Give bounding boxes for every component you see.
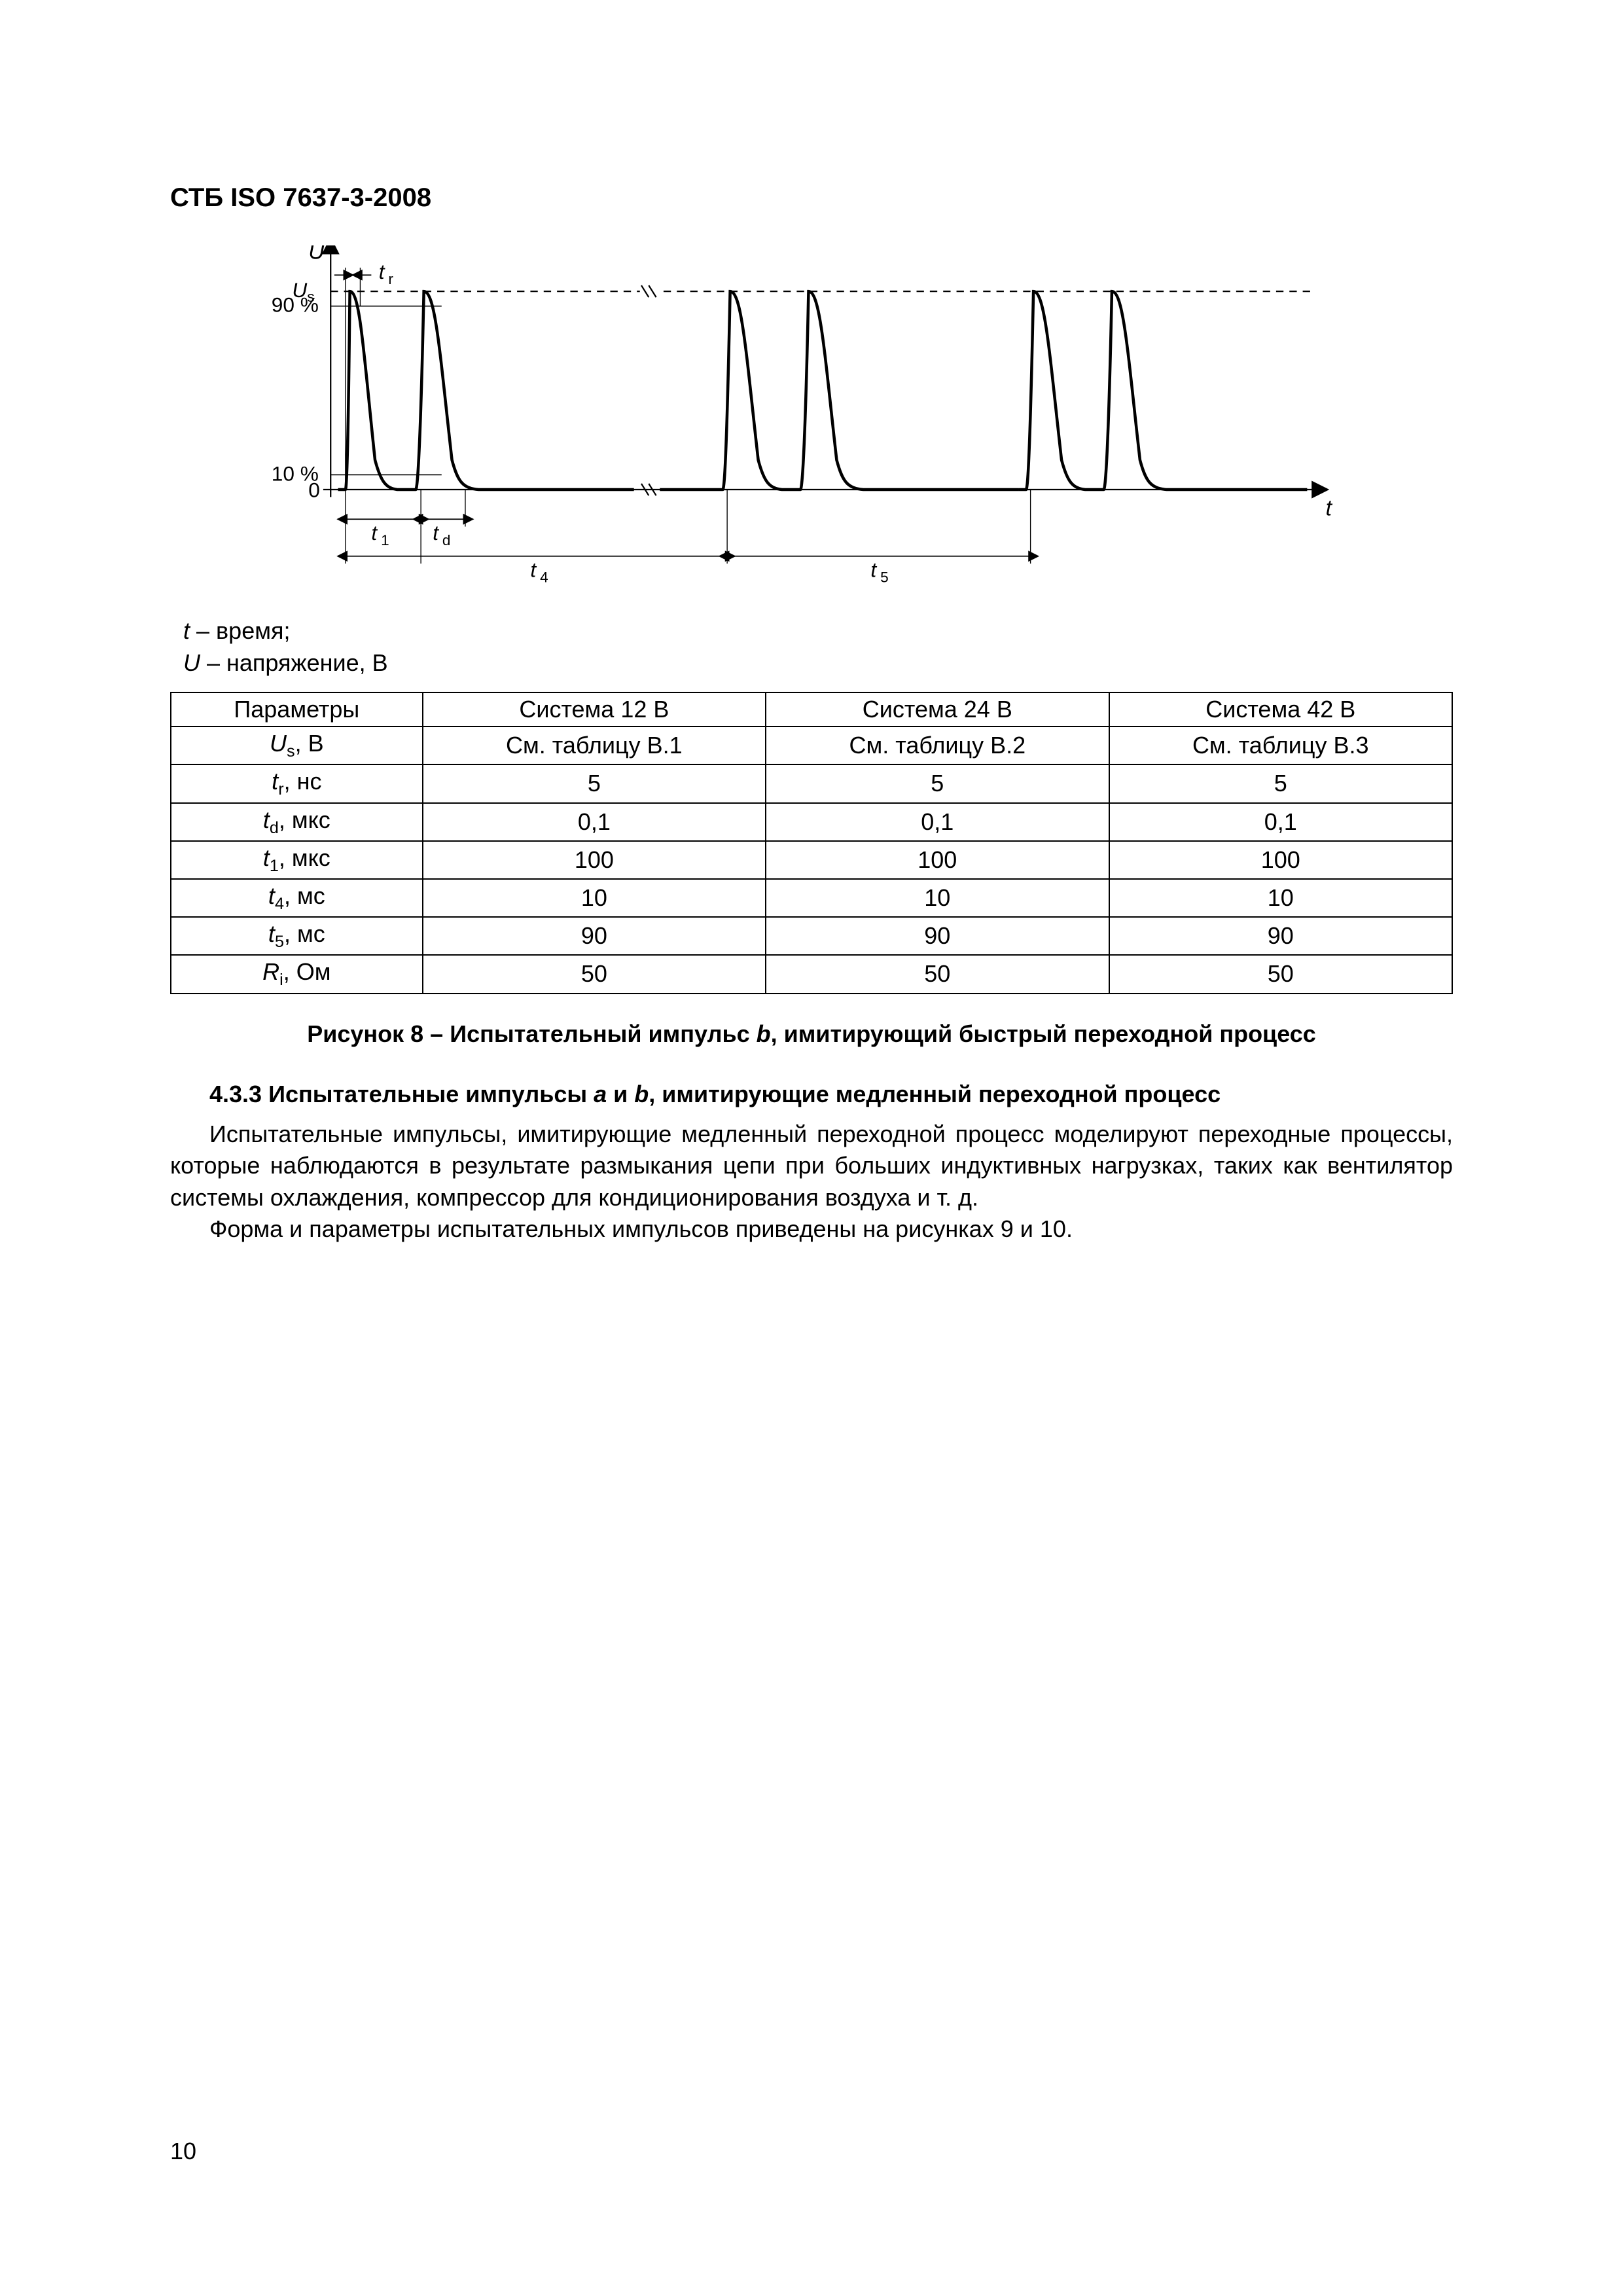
value-cell: 90 — [766, 917, 1109, 955]
value-cell: См. таблицу В.1 — [423, 726, 766, 764]
figure-legend: t – время; U – напряжение, В — [183, 615, 1453, 679]
value-cell: 90 — [423, 917, 766, 955]
param-cell: td, мкс — [171, 803, 423, 841]
page: СТБ ISO 7637-3-2008 — [0, 0, 1623, 2296]
table-row: td, мкс0,10,10,1 — [171, 803, 1452, 841]
paragraph-1: Испытательные импульсы, имитирующие медл… — [170, 1119, 1453, 1214]
value-cell: См. таблицу В.3 — [1109, 726, 1452, 764]
svg-text:t: t — [371, 521, 378, 545]
svg-text:t: t — [379, 260, 385, 283]
value-cell: 50 — [1109, 955, 1452, 993]
value-cell: 0,1 — [1109, 803, 1452, 841]
table-row: Us, ВСм. таблицу В.1См. таблицу В.2См. т… — [171, 726, 1452, 764]
param-cell: t1, мкс — [171, 841, 423, 879]
svg-text:90 %: 90 % — [272, 293, 319, 317]
svg-text:t: t — [530, 558, 537, 581]
value-cell: См. таблицу В.2 — [766, 726, 1109, 764]
value-cell: 5 — [423, 764, 766, 802]
value-cell: 10 — [423, 879, 766, 917]
table-row: t5, мс909090 — [171, 917, 1452, 955]
caption-prefix: Рисунок 8 – Испытательный импульс — [307, 1020, 756, 1047]
svg-text:t: t — [433, 521, 439, 545]
section-4-3-3-title: 4.3.3 Испытательные импульсы a и b, имит… — [170, 1081, 1453, 1108]
value-cell: 5 — [766, 764, 1109, 802]
value-cell: 10 — [766, 879, 1109, 917]
svg-text:U: U — [308, 245, 325, 264]
legend-u-text: – напряжение, В — [200, 649, 388, 676]
svg-text:1: 1 — [381, 532, 389, 548]
param-cell: Us, В — [171, 726, 423, 764]
svg-text:5: 5 — [880, 569, 889, 585]
legend-t-text: – время; — [190, 617, 290, 644]
svg-text:4: 4 — [540, 569, 548, 585]
value-cell: 5 — [1109, 764, 1452, 802]
body-text: Испытательные импульсы, имитирующие медл… — [170, 1119, 1453, 1246]
section-b: b — [634, 1081, 649, 1107]
figure-8: t r t 1 t d t 4 t 5 U Us — [255, 245, 1368, 589]
param-cell: t4, мс — [171, 879, 423, 917]
document-header: СТБ ISO 7637-3-2008 — [170, 183, 1453, 213]
value-cell: 50 — [766, 955, 1109, 993]
legend-u-symbol: U — [183, 649, 200, 676]
caption-suffix: , имитирующий быстрый переходной процесс — [771, 1020, 1316, 1047]
value-cell: 50 — [423, 955, 766, 993]
th-params: Параметры — [171, 692, 423, 726]
th-12v: Система 12 В — [423, 692, 766, 726]
param-cell: t5, мс — [171, 917, 423, 955]
value-cell: 100 — [1109, 841, 1452, 879]
svg-text:0: 0 — [308, 478, 320, 501]
value-cell: 0,1 — [766, 803, 1109, 841]
table-row: Ri, Ом505050 — [171, 955, 1452, 993]
page-number: 10 — [170, 2138, 196, 2165]
th-42v: Система 42 В — [1109, 692, 1452, 726]
svg-text:t: t — [1326, 496, 1333, 521]
value-cell: 10 — [1109, 879, 1452, 917]
figure-caption: Рисунок 8 – Испытательный импульс b, ими… — [170, 1020, 1453, 1048]
svg-text:d: d — [442, 532, 451, 548]
legend-t-symbol: t — [183, 617, 190, 644]
svg-text:r: r — [388, 271, 393, 287]
caption-pulse-b: b — [757, 1020, 771, 1047]
table-header-row: Параметры Система 12 В Система 24 В Сист… — [171, 692, 1452, 726]
section-and: и — [607, 1081, 634, 1107]
table-row: t1, мкс100100100 — [171, 841, 1452, 879]
section-suffix: , имитирующие медленный переходной проце… — [649, 1081, 1221, 1107]
table-row: t4, мс101010 — [171, 879, 1452, 917]
table-row: tr, нс555 — [171, 764, 1452, 802]
pulse-diagram-svg: t r t 1 t d t 4 t 5 U Us — [255, 245, 1368, 586]
param-cell: Ri, Ом — [171, 955, 423, 993]
parameters-table: Параметры Система 12 В Система 24 В Сист… — [170, 692, 1453, 994]
value-cell: 90 — [1109, 917, 1452, 955]
th-24v: Система 24 В — [766, 692, 1109, 726]
param-cell: tr, нс — [171, 764, 423, 802]
section-prefix: 4.3.3 Испытательные импульсы — [209, 1081, 594, 1107]
value-cell: 100 — [423, 841, 766, 879]
value-cell: 0,1 — [423, 803, 766, 841]
value-cell: 100 — [766, 841, 1109, 879]
paragraph-2: Форма и параметры испытательных импульсо… — [170, 1213, 1453, 1246]
section-a: a — [594, 1081, 607, 1107]
svg-text:t: t — [870, 558, 877, 581]
